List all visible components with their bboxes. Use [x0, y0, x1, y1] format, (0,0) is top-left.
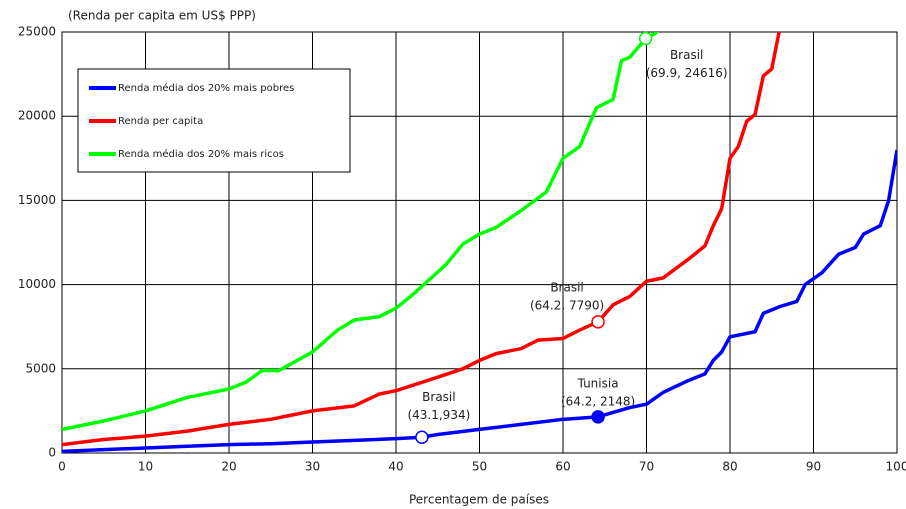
- y-tick-label: 0: [48, 446, 56, 460]
- annotation-label: Tunisia: [577, 376, 619, 390]
- x-tick-label: 10: [138, 460, 153, 474]
- x-axis-title: Percentagem de países: [409, 493, 549, 507]
- x-tick-label: 50: [472, 460, 487, 474]
- annotation-label: (64.2, 7790): [530, 298, 604, 312]
- x-tick-label: 70: [639, 460, 654, 474]
- series-line: [62, 149, 897, 453]
- legend-label: Renda média dos 20% mais ricos: [118, 148, 284, 160]
- legend-label: Renda média dos 20% mais pobres: [118, 82, 294, 94]
- x-tick-label: 80: [722, 460, 737, 474]
- annotation-label: Brasil: [422, 390, 455, 404]
- y-tick-label: 25000: [18, 25, 56, 39]
- x-tick-label: 0: [58, 460, 66, 474]
- annotation-marker: [591, 410, 605, 424]
- annotation-label: (69.9, 24616): [646, 66, 728, 80]
- series-line: [62, 32, 781, 447]
- x-tick-label: 40: [388, 460, 403, 474]
- legend-label: Renda per capita: [118, 116, 203, 127]
- annotation-label: Brasil: [670, 48, 703, 62]
- x-tick-label: 60: [555, 460, 570, 474]
- annotation-marker: [638, 31, 653, 46]
- plot-lines: [62, 32, 897, 453]
- x-tick-label: 90: [806, 460, 821, 474]
- annotation-label: Brasil: [550, 280, 583, 294]
- annotation-label: (43.1,934): [407, 408, 470, 422]
- y-tick-label: 20000: [18, 109, 56, 123]
- y-tick-label: 5000: [25, 361, 56, 375]
- annotation-marker: [415, 430, 429, 445]
- y-axis-title: (Renda per capita em US$ PPP): [68, 9, 256, 23]
- x-tick-label: 20: [221, 460, 236, 474]
- legend-box: [77, 68, 351, 173]
- y-tick-label: 10000: [18, 277, 56, 291]
- y-tick-label: 15000: [18, 193, 56, 207]
- series-line: [62, 32, 659, 432]
- annotation-marker: [591, 315, 605, 329]
- x-tick-label: 30: [305, 460, 320, 474]
- x-tick-label: 100: [886, 460, 906, 474]
- annotation-label: (64.2, 2148): [561, 394, 635, 408]
